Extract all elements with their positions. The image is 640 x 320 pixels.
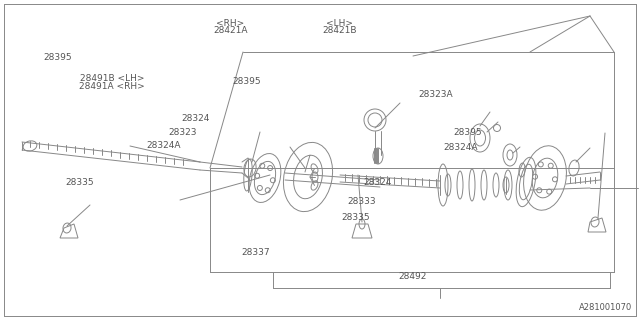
- Text: 28491B <LH>: 28491B <LH>: [80, 74, 144, 83]
- Text: 28324A: 28324A: [444, 143, 478, 152]
- Text: 28492: 28492: [399, 272, 427, 281]
- Text: 28323: 28323: [168, 128, 196, 137]
- Text: 28395: 28395: [453, 128, 481, 137]
- Text: 28395: 28395: [44, 53, 72, 62]
- Text: 28421B: 28421B: [322, 26, 356, 35]
- Text: 28337: 28337: [242, 248, 270, 257]
- Text: 28333: 28333: [348, 197, 376, 206]
- Text: 28395: 28395: [232, 77, 260, 86]
- Text: <LH>: <LH>: [326, 19, 353, 28]
- Text: 28335: 28335: [66, 178, 94, 187]
- Text: A281001070: A281001070: [579, 303, 632, 312]
- Text: <RH>: <RH>: [216, 19, 244, 28]
- Text: 28323A: 28323A: [418, 90, 452, 99]
- Text: 28324: 28324: [364, 178, 392, 187]
- Text: 28335: 28335: [341, 213, 369, 222]
- Text: 28491A <RH>: 28491A <RH>: [79, 82, 145, 91]
- Text: 28421A: 28421A: [213, 26, 248, 35]
- Text: 28324A: 28324A: [146, 141, 180, 150]
- Text: 28324: 28324: [181, 114, 209, 123]
